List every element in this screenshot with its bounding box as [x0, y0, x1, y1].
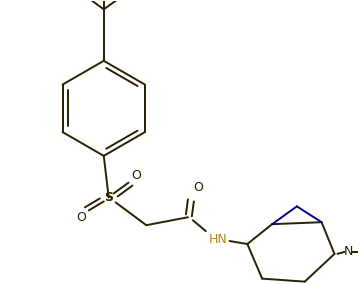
Text: HN: HN: [208, 233, 227, 246]
Text: O: O: [131, 169, 141, 182]
Text: O: O: [76, 211, 86, 224]
Text: O: O: [193, 181, 203, 194]
Text: N: N: [344, 245, 353, 258]
Text: S: S: [104, 191, 113, 204]
